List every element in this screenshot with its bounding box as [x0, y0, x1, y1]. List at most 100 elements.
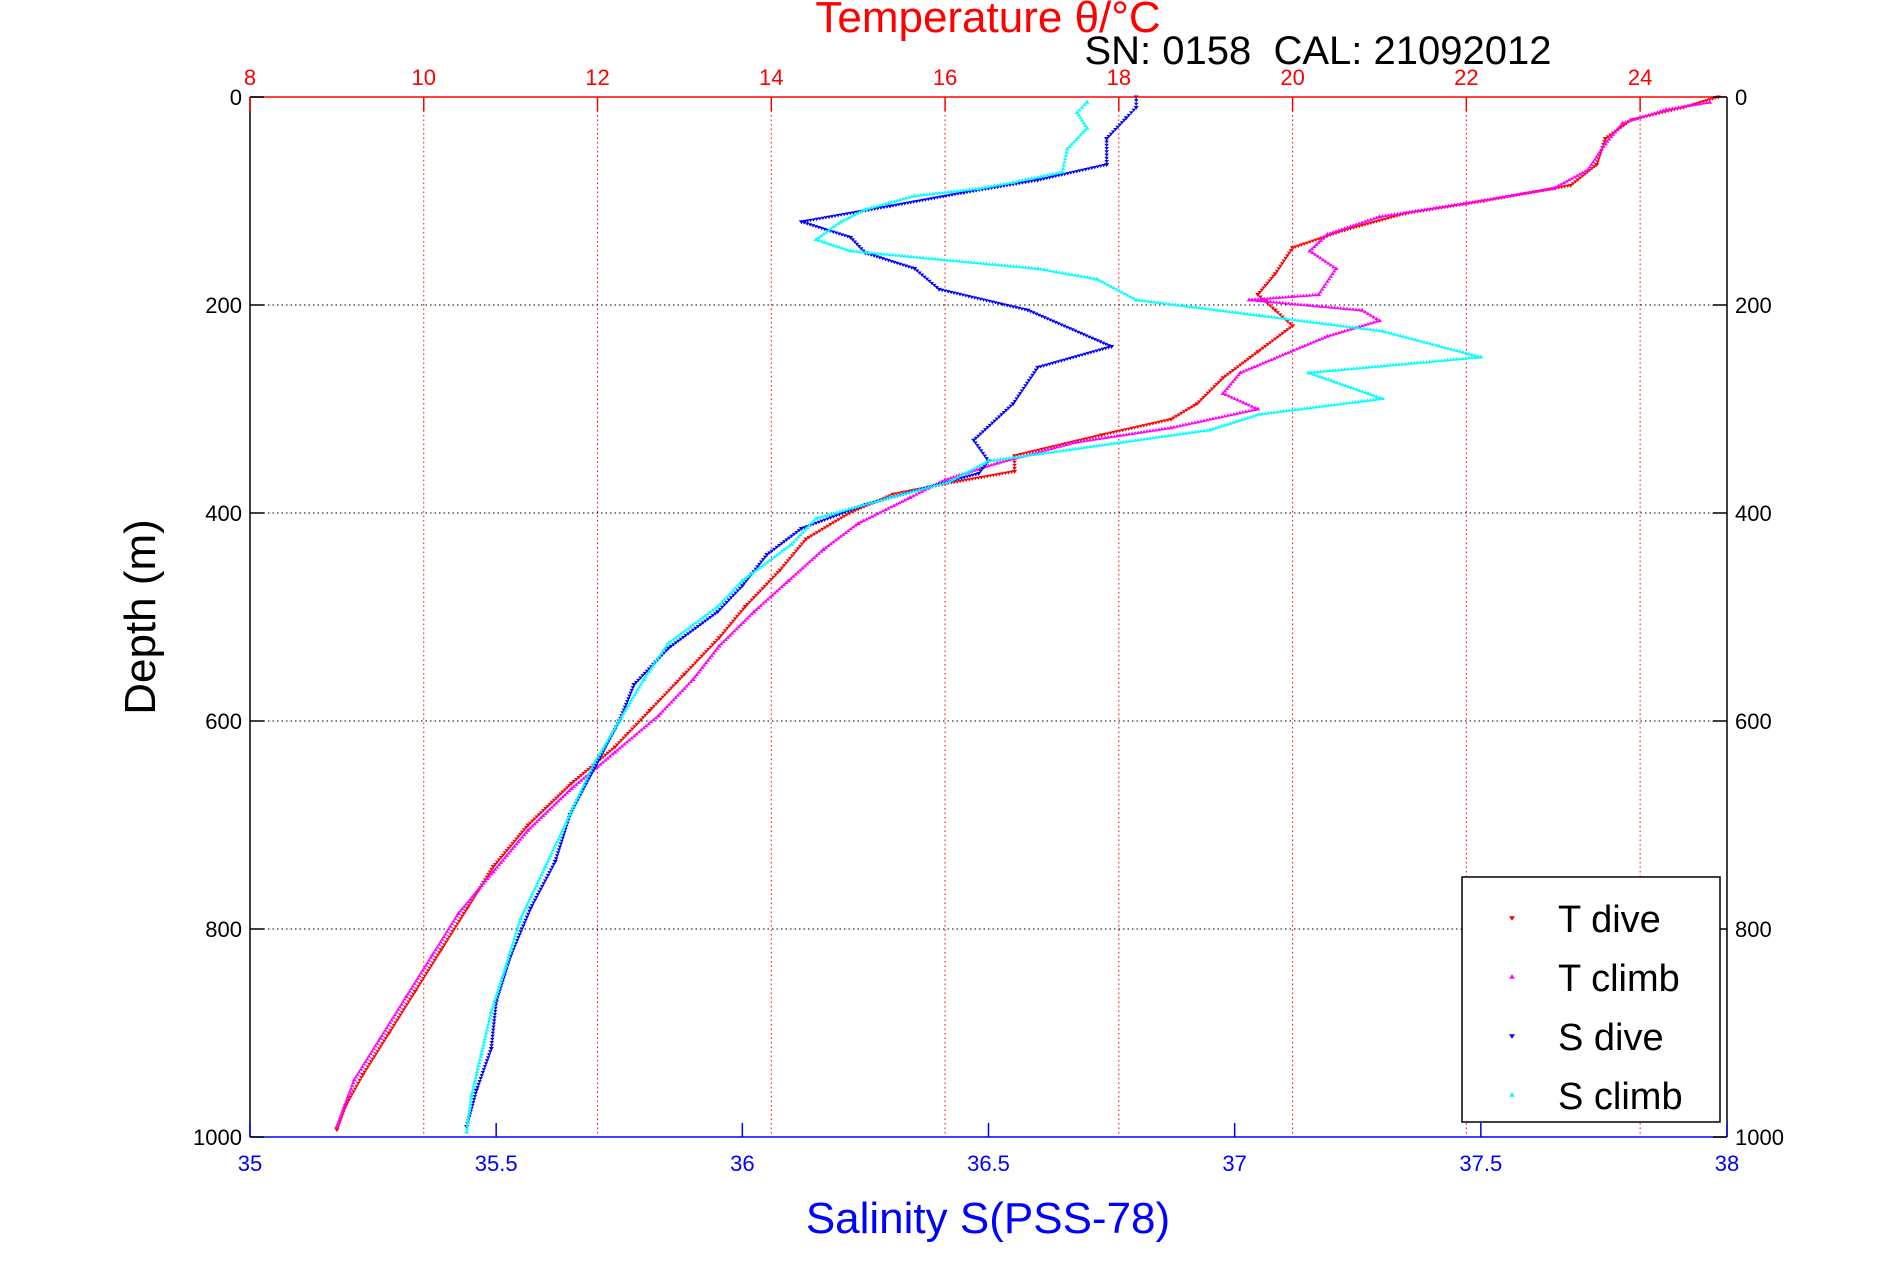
profile-marker: [600, 760, 606, 764]
profile-marker: [1679, 104, 1684, 109]
profile-marker: [769, 577, 774, 582]
profile-marker: [353, 1075, 359, 1079]
profile-marker: [1281, 259, 1287, 263]
profile-marker: [1087, 335, 1092, 339]
profile-marker: [501, 972, 506, 976]
profile-marker: [563, 820, 569, 825]
profile-marker: [623, 702, 629, 707]
profile-marker: [470, 1090, 475, 1094]
profile-marker: [1156, 427, 1162, 431]
profile-marker: [542, 879, 548, 883]
profile-marker: [970, 187, 975, 191]
profile-marker: [816, 235, 821, 240]
profile-marker: [858, 520, 864, 524]
profile-marker: [1121, 118, 1127, 123]
profile-marker: [1171, 432, 1177, 437]
profile-marker: [1398, 333, 1403, 338]
profile-marker: [929, 281, 935, 286]
profile-marker: [359, 1076, 364, 1080]
profile-marker: [1363, 365, 1369, 369]
profile-marker: [1213, 416, 1219, 420]
profile-marker: [980, 430, 986, 434]
profile-marker: [541, 882, 546, 886]
profile-marker: [1159, 434, 1165, 438]
profile-marker: [434, 956, 439, 960]
profile-marker: [373, 1044, 378, 1048]
profile-marker: [1360, 389, 1365, 393]
profile-marker: [1170, 302, 1175, 306]
profile-marker: [1346, 384, 1351, 388]
profile-marker: [444, 929, 450, 933]
profile-marker: [544, 861, 549, 866]
profile-marker: [1126, 432, 1132, 436]
profile-marker: [1064, 325, 1070, 330]
profile-marker: [1386, 330, 1391, 334]
profile-marker: [525, 902, 530, 907]
profile-marker: [1351, 223, 1356, 227]
profile-marker: [574, 778, 579, 782]
profile-marker: [1150, 435, 1156, 440]
profile-marker: [834, 510, 840, 514]
profile-marker: [960, 259, 965, 263]
profile-marker: [1260, 313, 1265, 318]
profile-marker: [516, 936, 521, 940]
profile-marker: [1327, 368, 1332, 373]
profile-marker: [922, 488, 927, 492]
profile-marker: [1286, 294, 1291, 299]
profile-marker: [1109, 441, 1114, 446]
profile-marker: [551, 862, 556, 867]
profile-marker: [532, 898, 538, 902]
profile-marker: [737, 612, 742, 616]
profile-marker: [1002, 263, 1007, 267]
profile-marker: [492, 1012, 498, 1017]
data-point: [739, 584, 745, 589]
profile-marker: [772, 591, 777, 595]
profile-marker: [1290, 408, 1295, 412]
profile-marker: [1304, 241, 1310, 245]
profile-marker: [763, 599, 768, 603]
data-point: [1272, 308, 1278, 313]
profile-marker: [1290, 317, 1295, 321]
profile-marker: [366, 1054, 372, 1058]
profile-marker: [900, 263, 906, 267]
profile-marker: [502, 966, 508, 970]
profile-marker: [1354, 387, 1360, 391]
data-point: [525, 827, 531, 832]
profile-marker: [651, 717, 656, 722]
profile-marker: [1317, 304, 1322, 308]
profile-marker: [1311, 340, 1316, 344]
profile-marker: [336, 1118, 342, 1123]
profile-marker: [1132, 431, 1138, 435]
profile-marker: [1237, 410, 1243, 415]
profile-marker: [1406, 361, 1411, 365]
profile-marker: [1094, 437, 1099, 441]
profile-marker: [757, 565, 762, 570]
profile-marker: [447, 935, 452, 939]
profile-marker: [1252, 407, 1258, 411]
profile-marker: [1637, 115, 1643, 119]
data-point: [1594, 163, 1600, 167]
profile-marker: [357, 1078, 362, 1083]
profile-marker: [640, 674, 645, 678]
profile-marker: [511, 940, 516, 944]
profile-marker: [793, 549, 799, 553]
profile-marker: [717, 608, 723, 612]
profile-marker: [779, 549, 784, 553]
profile-marker: [1401, 210, 1406, 215]
profile-marker: [548, 868, 554, 872]
profile-marker: [1299, 243, 1304, 247]
profile-marker: [1374, 316, 1379, 321]
profile-marker: [1616, 125, 1622, 129]
profile-marker: [1232, 396, 1237, 400]
data-point: [1376, 318, 1383, 323]
profile-marker: [435, 953, 441, 957]
profile-marker: [514, 842, 519, 846]
profile-marker: [404, 1003, 410, 1007]
profile-marker: [589, 771, 594, 776]
profile-marker: [1097, 278, 1102, 282]
profile-marker: [1308, 405, 1313, 410]
profile-marker: [643, 713, 648, 718]
profile-marker: [507, 951, 512, 956]
profile-marker: [1212, 307, 1217, 312]
